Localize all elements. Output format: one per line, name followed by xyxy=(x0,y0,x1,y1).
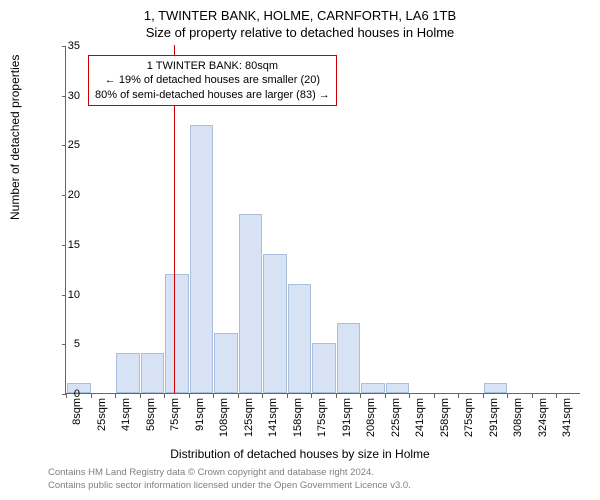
y-tick-label: 15 xyxy=(50,239,80,251)
x-tick-mark xyxy=(507,394,508,398)
y-tick-label: 25 xyxy=(50,139,80,151)
chart-subtitle: Size of property relative to detached ho… xyxy=(0,25,600,40)
x-tick-mark xyxy=(409,394,410,398)
y-tick-label: 20 xyxy=(50,189,80,201)
x-tick-mark xyxy=(189,394,190,398)
histogram-bar xyxy=(484,383,508,393)
x-tick-label: 191sqm xyxy=(341,398,353,442)
x-tick-label: 341sqm xyxy=(561,398,573,442)
histogram-bar xyxy=(337,323,361,393)
x-tick-label: 275sqm xyxy=(463,398,475,442)
x-tick-label: 141sqm xyxy=(267,398,279,442)
annotation-line-1: 1 TWINTER BANK: 80sqm xyxy=(95,59,330,73)
x-tick-mark xyxy=(115,394,116,398)
x-tick-label: 324sqm xyxy=(537,398,549,442)
x-tick-mark xyxy=(91,394,92,398)
x-tick-label: 125sqm xyxy=(243,398,255,442)
y-tick-label: 5 xyxy=(50,338,80,350)
histogram-bar xyxy=(214,333,238,393)
x-tick-label: 208sqm xyxy=(365,398,377,442)
histogram-bar xyxy=(288,284,312,393)
y-tick-label: 30 xyxy=(50,90,80,102)
histogram-bar xyxy=(361,383,385,393)
chart-title: 1, TWINTER BANK, HOLME, CARNFORTH, LA6 1… xyxy=(0,8,600,23)
histogram-bar xyxy=(190,125,214,393)
x-tick-label: 25sqm xyxy=(96,398,108,442)
histogram-bar xyxy=(312,343,336,393)
x-tick-mark xyxy=(434,394,435,398)
x-tick-label: 75sqm xyxy=(169,398,181,442)
x-tick-mark xyxy=(483,394,484,398)
attribution-line-1: Contains HM Land Registry data © Crown c… xyxy=(48,467,411,479)
x-tick-mark xyxy=(385,394,386,398)
x-tick-mark xyxy=(287,394,288,398)
x-tick-label: 58sqm xyxy=(145,398,157,442)
x-tick-mark xyxy=(458,394,459,398)
x-tick-label: 308sqm xyxy=(512,398,524,442)
histogram-bar xyxy=(141,353,165,393)
x-tick-label: 91sqm xyxy=(194,398,206,442)
annotation-box: 1 TWINTER BANK: 80sqm ← 19% of detached … xyxy=(88,55,337,106)
attribution-line-2: Contains public sector information licen… xyxy=(48,480,411,492)
x-tick-label: 291sqm xyxy=(488,398,500,442)
y-tick-label: 35 xyxy=(50,40,80,52)
x-tick-label: 158sqm xyxy=(292,398,304,442)
x-tick-label: 41sqm xyxy=(120,398,132,442)
x-tick-label: 8sqm xyxy=(71,398,83,442)
x-tick-mark xyxy=(336,394,337,398)
attribution-text: Contains HM Land Registry data © Crown c… xyxy=(48,467,411,492)
x-tick-label: 108sqm xyxy=(218,398,230,442)
annotation-line-3: 80% of semi-detached houses are larger (… xyxy=(95,88,330,102)
x-tick-mark xyxy=(311,394,312,398)
x-tick-label: 175sqm xyxy=(316,398,328,442)
x-tick-label: 225sqm xyxy=(390,398,402,442)
annotation-line-2: ← 19% of detached houses are smaller (20… xyxy=(95,73,330,87)
x-tick-label: 241sqm xyxy=(414,398,426,442)
x-tick-mark xyxy=(140,394,141,398)
histogram-bar xyxy=(116,353,140,393)
x-tick-mark xyxy=(532,394,533,398)
x-tick-label: 258sqm xyxy=(439,398,451,442)
x-tick-mark xyxy=(556,394,557,398)
histogram-bar xyxy=(386,383,410,393)
x-tick-mark xyxy=(164,394,165,398)
x-axis-label: Distribution of detached houses by size … xyxy=(0,447,600,461)
chart-container: 1, TWINTER BANK, HOLME, CARNFORTH, LA6 1… xyxy=(0,0,600,500)
histogram-bar xyxy=(239,214,263,393)
x-tick-mark xyxy=(213,394,214,398)
histogram-bar xyxy=(263,254,287,393)
x-tick-mark xyxy=(262,394,263,398)
histogram-bar xyxy=(165,274,189,393)
y-axis-label: Number of detached properties xyxy=(8,55,22,220)
y-tick-label: 10 xyxy=(50,289,80,301)
x-tick-mark xyxy=(360,394,361,398)
x-tick-mark xyxy=(238,394,239,398)
